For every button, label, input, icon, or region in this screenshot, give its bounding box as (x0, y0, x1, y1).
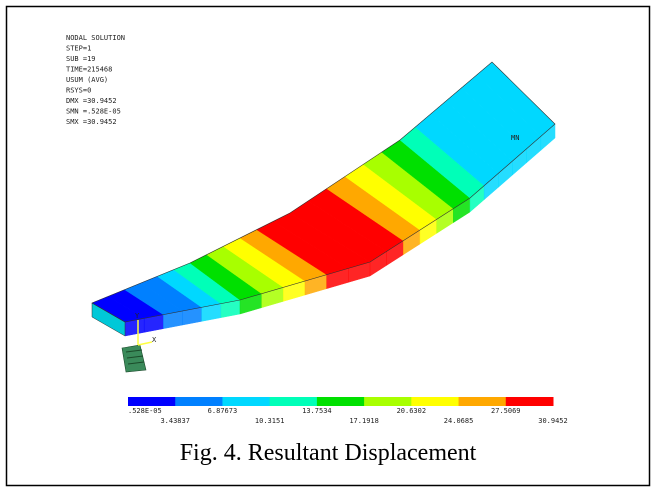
legend-swatch (316, 397, 365, 406)
info-line: STEP=1 (66, 45, 91, 53)
axis-x-label: X (152, 336, 157, 344)
info-line: NODAL SOLUTION (66, 34, 125, 42)
legend-label: 24.0685 (444, 417, 474, 425)
info-line: USUM (AVG) (66, 76, 108, 84)
legend-label: 3.43837 (160, 417, 190, 425)
axis-triad: Y X (135, 312, 157, 346)
support (121, 344, 147, 373)
legend-label: 30.9452 (538, 417, 568, 425)
info-line: DMX =30.9452 (66, 97, 117, 105)
info-line: SUB =19 (66, 55, 96, 63)
legend-label: 17.1918 (349, 417, 379, 425)
beam-outline (91, 61, 556, 323)
info-line: SMX =30.9452 (66, 118, 117, 126)
legend-swatch (458, 397, 507, 406)
legend-label: 6.87673 (208, 407, 238, 415)
legend-label: 20.6302 (397, 407, 427, 415)
legend-swatch (364, 397, 412, 406)
legend-swatch (411, 397, 460, 406)
axis-y-label: Y (135, 312, 140, 320)
legend-swatch (128, 397, 176, 406)
info-line: RSYS=0 (66, 87, 91, 95)
info-line: SMN =.528E-05 (66, 108, 121, 116)
info-line: TIME=215468 (66, 66, 112, 74)
beam (91, 61, 556, 337)
legend-swatch (269, 397, 318, 406)
legend-label: 13.7534 (302, 407, 332, 415)
legend-swatch (505, 397, 554, 406)
caption: Fig. 4. Resultant Displacement (180, 440, 477, 466)
legend-label: 27.5069 (491, 407, 521, 415)
legend: .528E-05 3.43837 6.87673 10.3151 13.7534 17.1… (128, 397, 568, 425)
legend-swatch (175, 397, 223, 406)
min-marker: MN (511, 134, 519, 142)
info-block: NODAL SOLUTION STEP=1 SUB =19 TIME=215468 US… (66, 34, 125, 126)
legend-label: .528E-05 (128, 407, 162, 415)
legend-label: 10.3151 (255, 417, 285, 425)
legend-swatch (222, 397, 271, 406)
